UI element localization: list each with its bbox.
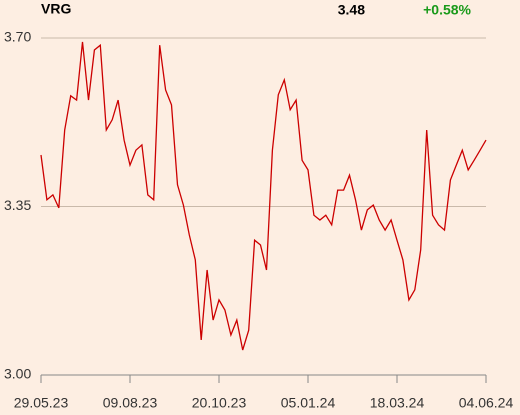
change: +0.58% bbox=[423, 2, 471, 18]
y-tick-label: 3.70 bbox=[4, 29, 31, 45]
price-line bbox=[40, 41, 487, 351]
x-tick-label: 18.03.24 bbox=[370, 395, 425, 411]
x-tick-label: 05.01.24 bbox=[281, 395, 336, 411]
last-price: 3.48 bbox=[338, 2, 365, 18]
y-tick-label: 3.35 bbox=[4, 197, 31, 213]
x-tick-label: 04.06.24 bbox=[459, 395, 514, 411]
x-tick-label: 09.08.23 bbox=[103, 395, 158, 411]
ticker: VRG bbox=[41, 1, 71, 17]
x-tick-label: 29.05.23 bbox=[14, 395, 69, 411]
x-tick-label: 20.10.23 bbox=[192, 395, 247, 411]
y-tick-label: 3.00 bbox=[4, 366, 31, 382]
